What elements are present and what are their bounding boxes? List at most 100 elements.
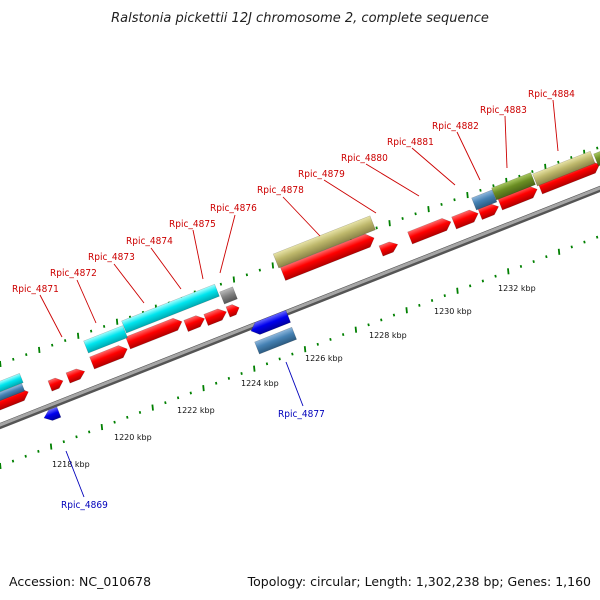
gene-label-rpic-4877[interactable]: Rpic_4877 [278,409,325,420]
track-tick [126,415,129,419]
track-tick [557,248,561,255]
track-tick [102,324,106,328]
track-tick [219,282,223,286]
track-tick [100,423,104,431]
feature-rpic-4877-steel[interactable] [254,326,297,355]
track-tick [25,353,28,357]
gene-label-rpic-4883[interactable]: Rpic_4883 [480,105,527,116]
feature-steel-left[interactable] [0,383,25,407]
track-tick [89,329,93,333]
leader-rpic-4879 [323,179,377,214]
gene-label-rpic-4873[interactable]: Rpic_4873 [88,252,135,263]
rna-rpic-4877[interactable] [249,309,291,337]
cds-rpic-4871[interactable] [89,343,130,370]
track-tick [405,307,408,314]
track-tick [0,360,2,368]
track-tick [492,184,495,188]
track-tick [596,146,599,150]
track-tick [316,342,319,346]
track-tick [392,313,396,317]
track-tick [291,352,294,356]
gene-label-rpic-4875[interactable]: Rpic_4875 [169,219,216,230]
map-title: Ralstonia pickettii 12J chromosome 2, co… [111,11,489,26]
feature-edge-olive[interactable] [593,149,600,167]
track-tick [507,268,510,275]
track-tick [11,459,15,463]
gene-label-rpic-4872[interactable]: Rpic_4872 [50,268,97,279]
leader-rpic-4884 [552,99,559,152]
backbone [0,185,600,430]
track-tick [388,220,391,227]
track-tick [202,385,205,392]
cds-small-b[interactable] [65,366,87,384]
track-tick [0,462,2,470]
track-tick [12,357,15,361]
feature-rpic-4872-cyan[interactable] [83,325,128,354]
track-tick [303,346,307,353]
scale-label-1226: 1226 kbp [305,354,343,363]
cds-small-a[interactable] [47,376,65,392]
track-tick [414,212,417,216]
track-tick [24,454,27,458]
track-tick [466,191,469,199]
track-tick [401,217,404,220]
feature-rpic-4874-cyan[interactable] [121,283,220,334]
track-tick [375,226,378,230]
track-tick [430,299,434,302]
feature-cyan-left[interactable] [0,373,24,397]
scale-label-1228: 1228 kbp [369,331,407,340]
feature-rpic-4882-steel[interactable] [471,189,498,211]
track-tick [64,339,67,342]
track-tick [570,245,573,249]
track-tick [595,235,599,239]
gene-label-rpic-4871[interactable]: Rpic_4871 [12,284,59,295]
feature-rpic-4883-olive[interactable] [491,172,536,201]
track-tick [271,262,275,269]
track-tick [75,435,78,439]
cds-rpic-4875[interactable] [225,302,241,318]
feature-rpic-4876-gray[interactable] [219,286,238,305]
cds-rpic-4880[interactable] [407,216,454,245]
track-tick [38,346,41,354]
track-tick [51,343,54,347]
scale-label-1224: 1224 kbp [241,379,279,388]
scale-label-1220: 1220 kbp [114,433,152,442]
gene-label-rpic-4869[interactable]: Rpic_4869 [61,500,108,511]
leader-rpic-4875 [192,229,204,280]
gene-labels: Rpic_4871 Rpic_4872 Rpic_4873 Rpic_4874 … [12,89,575,511]
track-tick [481,279,485,283]
track-tick [453,198,456,202]
leader-rpic-4874 [150,247,182,290]
cds-rpic-4881[interactable] [451,207,481,230]
cds-rpic-4874[interactable] [203,306,229,326]
track-tick [570,156,573,159]
track-tick [245,273,249,277]
cds-rpic-4872[interactable] [125,316,185,350]
cds-rpic-4878[interactable] [280,231,376,281]
gene-label-rpic-4882[interactable]: Rpic_4882 [432,121,479,132]
gene-label-rpic-4876[interactable]: Rpic_4876 [210,203,257,214]
gene-label-rpic-4874[interactable]: Rpic_4874 [126,236,173,247]
track-tick [49,443,53,450]
leader-rpic-4872 [76,279,97,324]
gene-label-rpic-4880[interactable]: Rpic_4880 [341,153,388,164]
gene-label-rpic-4878[interactable]: Rpic_4878 [257,185,304,196]
leader-rpic-4881 [411,147,456,186]
feature-rpic-4878-khaki[interactable] [272,215,376,269]
cds-rpic-4879[interactable] [378,239,400,257]
leader-rpic-4876 [219,214,236,274]
leader-lines [39,99,559,498]
gene-label-rpic-4881[interactable]: Rpic_4881 [387,137,434,148]
track-tick [76,332,80,339]
track-tick [232,276,236,283]
leader-rpic-4883 [504,115,508,169]
rna-rpic-4869[interactable] [42,406,62,423]
cds-rpic-4873[interactable] [183,313,207,332]
accession-text: Accession: NC_010678 [9,574,151,589]
feature-rpic-4884-khaki[interactable] [532,150,596,187]
gene-label-rpic-4884[interactable]: Rpic_4884 [528,89,575,100]
leader-rpic-4878 [282,196,321,237]
gene-label-rpic-4879[interactable]: Rpic_4879 [298,169,345,180]
track-tick [456,287,459,294]
